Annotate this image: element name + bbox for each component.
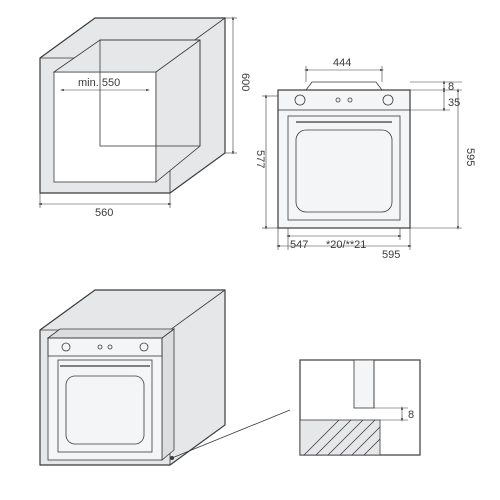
dim-547: 547 (290, 239, 308, 251)
dim-35: 35 (448, 97, 460, 109)
dim-width: 560 (95, 207, 113, 219)
dim-height: 600 (239, 73, 251, 91)
oven-front-elevation: 577 444 8 (254, 57, 476, 261)
dim-note: *20/**21 (326, 239, 366, 251)
gap-detail: 8 (300, 360, 420, 455)
dim-depth: min. 550 (78, 77, 120, 89)
technical-drawing: min. 550 560 600 577 (0, 0, 500, 500)
dim-595h: 595 (464, 148, 476, 166)
dim-8: 8 (448, 81, 454, 93)
cabinet-empty-iso: min. 550 560 600 (40, 18, 251, 219)
cabinet-with-oven-iso (40, 290, 290, 465)
dim-595w: 595 (382, 249, 400, 261)
dim-444: 444 (333, 57, 351, 69)
dim-577: 577 (254, 150, 266, 168)
dim-detail-8: 8 (408, 409, 414, 421)
